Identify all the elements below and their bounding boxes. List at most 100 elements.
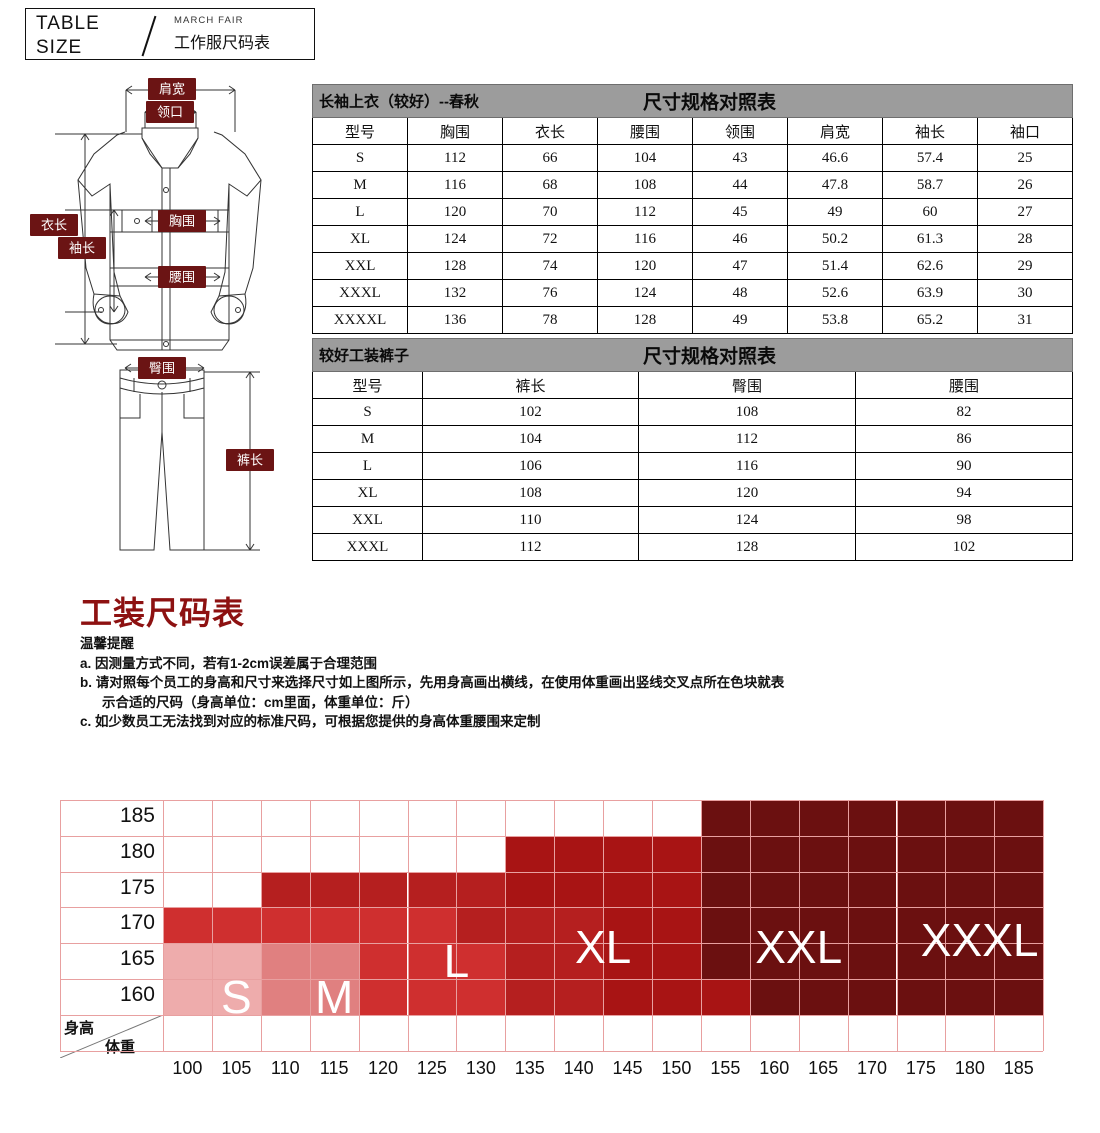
heatmap-cell-s	[211, 943, 261, 979]
table-band-row: 较好工装裤子 尺寸规格对照表	[312, 338, 1073, 372]
grid-line-vertical	[309, 800, 311, 1051]
table-cell: 43	[692, 144, 788, 172]
garment-illustration: 肩宽 领口 胸围 腰围 衣长 袖长 臀围 裤长	[22, 72, 312, 582]
x-axis-tick-label: 150	[661, 1057, 692, 1078]
heatmap-cell-xxxl	[700, 943, 750, 979]
x-axis-tick-label: 135	[514, 1057, 545, 1078]
heatmap-cell-xxxl	[798, 835, 848, 872]
table-cell: 65.2	[882, 306, 978, 334]
x-axis-tick-label: 115	[319, 1057, 349, 1078]
x-axis-tick-label: 180	[954, 1057, 985, 1078]
table-cell: 102	[422, 398, 639, 426]
x-axis-tick-label: 105	[221, 1057, 252, 1078]
label-pant-length: 裤长	[226, 449, 274, 471]
table-header-row: 型号 胸围 衣长 腰围 领围 肩宽 袖长 袖口	[312, 117, 1073, 145]
heatmap-cell-l	[407, 979, 457, 1015]
table-cell: 48	[692, 279, 788, 307]
svg-text:裤长: 裤长	[237, 452, 263, 467]
heatmap-cell-xl	[554, 979, 604, 1015]
notes-block: 温馨提醒 a. 因测量方式不同，若有1-2cm误差属于合理范围 b. 请对照每个…	[80, 634, 980, 732]
heatmap-cell-s	[211, 979, 261, 1015]
table-row: XXL 128 74 120 47 51.4 62.6 29	[312, 252, 1073, 280]
table-cell: 47.8	[787, 171, 883, 199]
table-cell: 102	[855, 533, 1073, 561]
column-header: 裤长	[422, 371, 639, 399]
heatmap-cell-xxxl	[994, 800, 1044, 836]
note-a: a. 因测量方式不同，若有1-2cm误差属于合理范围	[80, 655, 378, 671]
grid-line-vertical	[749, 800, 751, 1051]
note-b-line2: 示合适的尺码（身高单位：cm里面，体重单位：斤）	[102, 694, 419, 710]
heatmap-cell-xxxl	[896, 979, 946, 1015]
heatmap-cell-l	[309, 907, 359, 944]
heatmap-cell-xxxl	[994, 907, 1044, 944]
table-cell: 132	[407, 279, 503, 307]
heatmap-cell-xl	[456, 907, 506, 944]
heatmap-cell-xxxl	[994, 835, 1044, 872]
heatmap-size-label: XL	[574, 920, 632, 973]
heatmap-cell-l	[358, 943, 408, 979]
heatmap-cell-xxl	[603, 835, 652, 872]
table-cell: M	[312, 425, 423, 453]
column-header: 袖口	[977, 117, 1073, 145]
table-cell: 66	[502, 144, 598, 172]
label-waist: 腰围	[158, 266, 206, 288]
table-cell: 124	[638, 506, 856, 534]
heatmap-cell-l	[407, 943, 457, 979]
table-row: XL 124 72 116 46 50.2 61.3 28	[312, 225, 1073, 253]
table-cell: 112	[597, 198, 693, 226]
heatmap-cell-empty	[456, 835, 506, 872]
x-axis-tick-label: 120	[368, 1057, 399, 1078]
table-cell: 128	[638, 533, 856, 561]
heatmap-cell-l	[456, 943, 506, 979]
heatmap-cell-xxxl	[749, 943, 799, 979]
table-row: XXXL 112 128 102	[312, 533, 1073, 561]
grid-line-vertical	[60, 800, 61, 1051]
table-row: XL 108 120 94	[312, 479, 1073, 507]
table-cell: S	[312, 144, 408, 172]
heatmap-cell-xxxl	[700, 907, 750, 944]
grid-line-vertical	[603, 800, 605, 1051]
table-cell: 61.3	[882, 225, 978, 253]
brand-name-en: MARCH FAIR	[174, 15, 244, 26]
grid-line-vertical	[994, 800, 996, 1051]
table-cell: 49	[692, 306, 788, 334]
heatmap-cell-xxxl	[896, 800, 946, 836]
grid-line-vertical	[260, 800, 262, 1051]
table-cell: 128	[597, 306, 693, 334]
x-axis-tick-label: 165	[808, 1057, 839, 1078]
heatmap-cell-empty	[163, 800, 212, 836]
heatmap-cell-xxl	[700, 979, 750, 1015]
header-title-en: TABLE SIZE	[36, 12, 126, 60]
heatmap-cell-xxxl	[896, 943, 946, 979]
y-axis-tick-label: 175	[119, 875, 155, 899]
heatmap-cell-xxl	[554, 871, 604, 908]
table-cell: 45	[692, 198, 788, 226]
x-axis-tick-label: 110	[270, 1057, 300, 1078]
heatmap-cell-xxxl	[896, 835, 946, 872]
heatmap-cell-xl	[358, 871, 408, 908]
column-header: 臀围	[638, 371, 856, 399]
table-cell: 49	[787, 198, 883, 226]
x-axis-tick-label: 100	[172, 1057, 203, 1078]
table-cell: 26	[977, 171, 1073, 199]
heatmap-cell-xxxl	[749, 835, 799, 872]
heatmap-cell-l	[456, 979, 506, 1015]
heatmap-cell-xl	[505, 943, 555, 979]
table-band-center: 尺寸规格对照表	[643, 346, 777, 368]
heatmap-cell-l	[407, 907, 457, 944]
table-cell: 120	[597, 252, 693, 280]
brand-name-cn: 工作服尺码表	[174, 35, 271, 52]
table-cell: 120	[407, 198, 503, 226]
svg-text:领口: 领口	[157, 104, 183, 119]
heatmap-cell-m	[309, 943, 359, 979]
column-header: 胸围	[407, 117, 503, 145]
x-axis-tick-label: 185	[1003, 1057, 1034, 1078]
label-hip: 臀围	[138, 357, 186, 379]
heatmap-cell-empty	[309, 800, 359, 836]
table-row: XXXL 132 76 124 48 52.6 63.9 30	[312, 279, 1073, 307]
table-cell: 28	[977, 225, 1073, 253]
svg-text:袖长: 袖长	[69, 240, 95, 255]
table-cell: 124	[407, 225, 503, 253]
pants-size-table: 较好工装裤子 尺寸规格对照表 型号 裤长 臀围 腰围 S 102 108 82 M 104 112 86 L…	[312, 338, 1073, 561]
column-header: 肩宽	[787, 117, 883, 145]
